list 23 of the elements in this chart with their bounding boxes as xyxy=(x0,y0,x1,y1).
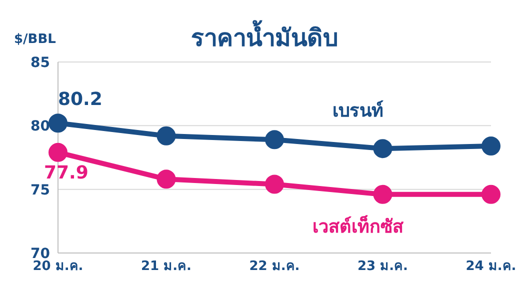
point xyxy=(482,136,500,156)
point xyxy=(265,174,284,194)
data-label: 80.2 xyxy=(58,89,102,110)
point xyxy=(373,184,392,204)
x-tick-label: 20 ม.ค. xyxy=(32,259,84,274)
point xyxy=(482,184,500,204)
data-label: 77.9 xyxy=(44,162,88,184)
y-axis-title: $/BBL xyxy=(14,32,56,47)
point xyxy=(48,114,68,133)
y-tick-label: 85 xyxy=(30,54,50,71)
x-tick-label: 22 ม.ค. xyxy=(249,259,300,274)
point xyxy=(373,139,392,158)
point xyxy=(48,142,68,162)
y-tick-label: 80 xyxy=(30,118,50,135)
point xyxy=(156,170,176,189)
x-tick-label: 24 ม.ค. xyxy=(466,259,516,274)
series-label: เบรนท์ xyxy=(332,100,384,122)
point xyxy=(265,130,284,150)
y-tick-label: 75 xyxy=(30,182,50,198)
series-label: เวสต์เท็กซัส xyxy=(312,214,404,238)
point xyxy=(156,126,176,146)
x-tick-label: 23 ม.ค. xyxy=(358,259,408,274)
x-tick-label: 21 ม.ค. xyxy=(141,259,192,274)
